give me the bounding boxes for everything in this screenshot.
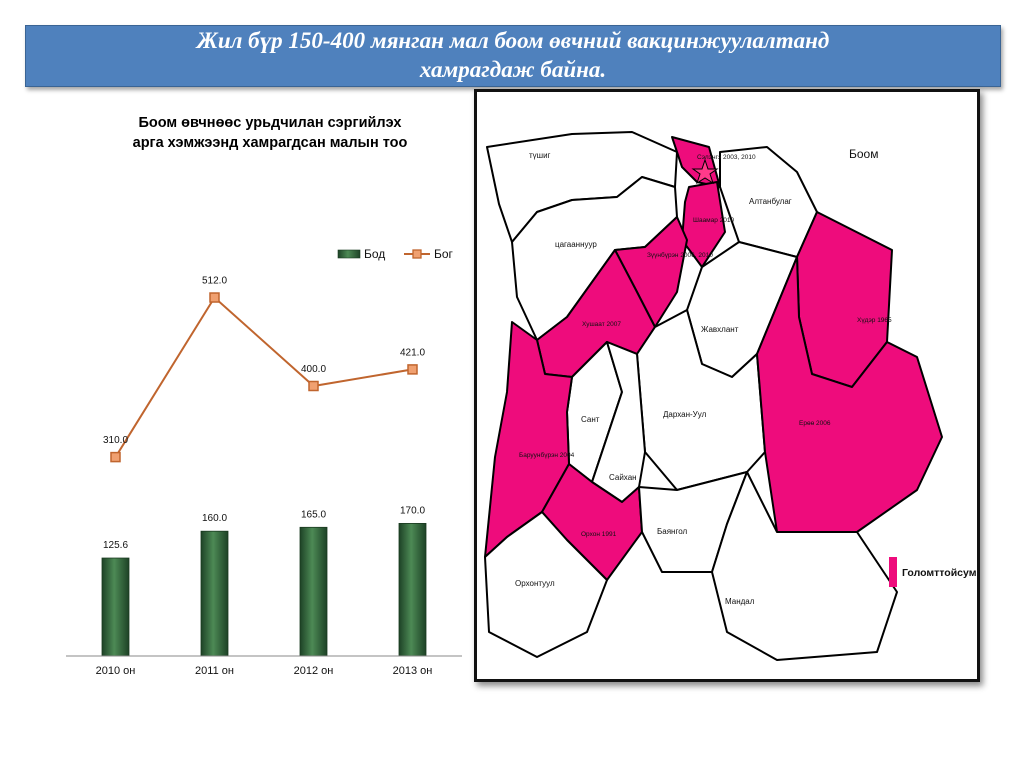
region-label-hudar: Хүдэр 1965 [857, 317, 892, 324]
line-value-label-1: 512.0 [202, 276, 227, 287]
slide-title-line-2: хамрагдаж байна. [419, 57, 607, 82]
region-mandal [711, 471, 898, 661]
region-label-hushaat: Хушаат 2007 [582, 321, 621, 328]
line-point-bog-1 [209, 292, 220, 303]
region-label-altanbulag: Алтанбулаг [749, 197, 792, 206]
legend-marker-bog [412, 249, 422, 259]
region-label-orkhon: Орхон 1991 [581, 531, 617, 538]
legend-label-bod: Бод [364, 247, 385, 261]
region-label-mandal: Мандал [725, 597, 755, 606]
map-frame: түшиг Сэлэнгэ 2003, 2010 Алтанбулаг Шаамар … [474, 89, 980, 682]
region-label-sant: Сант [581, 415, 600, 424]
legend-swatch-bod [337, 249, 361, 259]
bar-bod-2 [299, 526, 328, 657]
bar-value-label-3: 170.0 [400, 505, 425, 516]
region-label-javhlant: Жавхлант [701, 325, 739, 334]
bar-bod-3 [398, 522, 427, 657]
map-regions [484, 131, 943, 661]
bar-value-label-2: 165.0 [301, 509, 326, 520]
line-value-label-0: 310.0 [103, 435, 128, 446]
region-label-baruunburen: Баруунбүрэн 2004 [519, 451, 575, 459]
region-label-darkhanuul: Дархан-Уул [663, 410, 707, 419]
district-map: түшиг Сэлэнгэ 2003, 2010 Алтанбулаг Шаамар … [484, 131, 977, 661]
chart-title-line-1: Боом өвчнөөс урьдчилан сэргийлэх [138, 115, 402, 131]
line-value-label-2: 400.0 [301, 364, 326, 375]
line-bog [114, 295, 413, 458]
map-legend-swatch [889, 557, 897, 587]
bar-value-label-1: 160.0 [202, 513, 227, 524]
region-label-zuunburen: Зүүнбүрэн 2006, 2010 [647, 251, 713, 259]
line-point-bog-0 [110, 451, 121, 463]
region-label-tuvshin: түшиг [529, 151, 551, 160]
bar-bod-1 [200, 530, 229, 657]
line-point-bog-3 [407, 364, 418, 375]
slide-title-line-1: Жил бүр 150-400 мянган мал боом өвчний в… [196, 28, 830, 53]
region-label-tsagaannuur: цагааннуур [555, 240, 597, 249]
region-label-saikhan: Сайхан [609, 473, 637, 482]
region-label-bayangol: Баянгол [657, 527, 687, 536]
slide-title-banner: Жил бүр 150-400 мянган мал боом өвчний в… [25, 25, 1001, 87]
map-legend-label: Голомттойсум [902, 567, 977, 579]
line-value-label-3: 421.0 [400, 347, 425, 358]
bar-value-label-0: 125.6 [103, 540, 128, 551]
x-tick-label-3: 2013 он [393, 665, 433, 677]
x-tick-label-1: 2011 он [195, 665, 234, 677]
chart-title: Боом өвчнөөс урьдчилан сэргийлэх арга хэ… [85, 113, 455, 153]
region-selenge [671, 136, 721, 188]
x-tick-label-2: 2012 он [294, 665, 334, 677]
bar-bod-0 [101, 557, 130, 657]
region-label-selenge: Сэлэнгэ 2003, 2010 [697, 154, 756, 161]
region-orkhontuul [484, 511, 608, 658]
region-label-eroo: Ерөө 2006 [799, 420, 831, 427]
line-point-bog-2 [308, 380, 319, 392]
region-label-orkhontuul: Орхонтуул [515, 579, 555, 588]
legend-label-bog: Бог [434, 247, 454, 261]
map-title: Боом [849, 147, 878, 161]
chart-title-line-2: арга хэмжээнд хамрагдсан малын тоо [132, 135, 408, 151]
livestock-vaccination-chart: 125.6 160.0 165.0 170.0 2010 он 2011 он 2012 о… [66, 247, 462, 677]
capital-star-icon [691, 158, 719, 185]
region-label-shaamar: Шаамар 2010 [693, 217, 735, 224]
x-tick-label-0: 2010 он [96, 665, 136, 677]
